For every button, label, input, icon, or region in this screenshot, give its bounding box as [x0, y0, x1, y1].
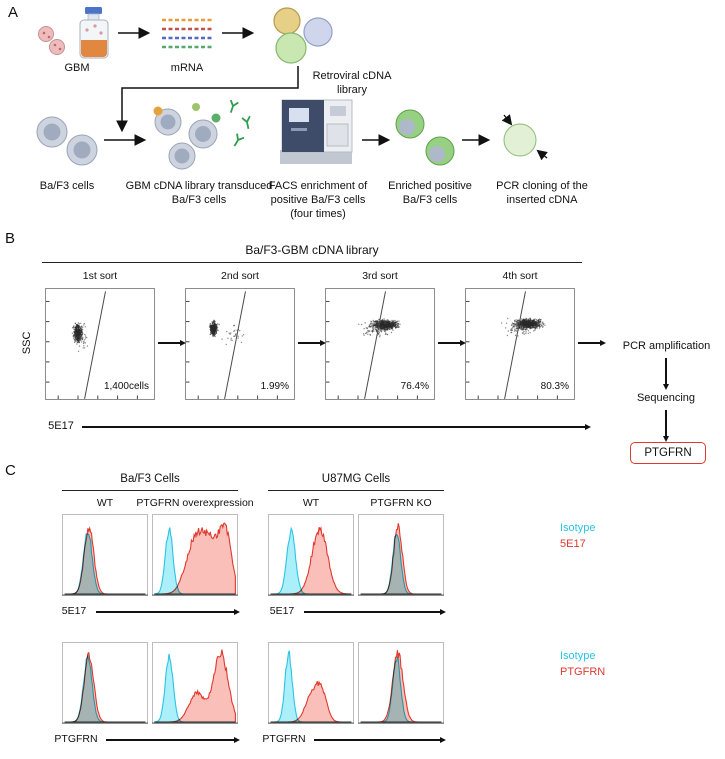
panel-b-title: Ba/F3-GBM cDNA library: [245, 243, 379, 257]
arrow-pcr-to-sequencing: [665, 358, 667, 384]
sort-label-2: 2nd sort: [221, 270, 259, 282]
pcr-cloning-label: PCR cloning of the inserted cDNA: [496, 180, 588, 206]
panel-b-x-axis-label: 5E17: [48, 420, 74, 432]
histogram-baf3-wt-ptgfrn: [62, 642, 148, 724]
pcr-amplification-label: PCR amplification: [622, 340, 711, 352]
gbm-label: GBM: [64, 62, 90, 74]
transduced-cells-label: GBM cDNA library transduced Ba/F3 cells: [125, 180, 273, 206]
flow-plot-3rd-sort: 76.4%: [325, 288, 435, 400]
group-u87mg-rule: [268, 490, 444, 492]
histogram-baf3-oe-ptgfrn: [152, 642, 238, 724]
svg-text:1,400cells: 1,400cells: [104, 381, 149, 392]
retroviral-library-label: Retroviral cDNA library: [312, 70, 392, 96]
panel-b-x-axis-arrow: [82, 426, 585, 428]
enriched-cells-label: Enriched positive Ba/F3 cells: [388, 180, 472, 206]
panel-a-graphics: [36, 7, 548, 170]
retroviral-library-icon: [273, 7, 333, 64]
histogram-baf3-wt-5e17: [62, 514, 148, 596]
legend-bottom-stain: PTGFRN: [560, 666, 606, 678]
group-u87mg-header: U87MG Cells: [321, 473, 391, 485]
histogram-u87mg-ko-ptgfrn: [358, 642, 444, 724]
arrow-sort1-to-sort2: [158, 342, 180, 344]
enriched-cells-icon: [395, 109, 455, 166]
mrna-label: mRNA: [170, 62, 204, 74]
pcr-cloning-icon: [501, 114, 548, 161]
group-baf3-header: Ba/F3 Cells: [120, 473, 180, 485]
baf3-cells-label: Ba/F3 cells: [39, 180, 95, 192]
arrow-sort4-to-pcr: [578, 342, 600, 344]
col-baf3-wt: WT: [96, 497, 114, 509]
ptgfrn-result-box: PTGFRN: [630, 442, 706, 464]
ssc-axis-label: SSC: [21, 331, 34, 355]
mrna-icon: [162, 18, 212, 49]
x-axis-arrow-ptgfrn-baf3: [106, 739, 234, 741]
svg-text:80.3%: 80.3%: [541, 381, 569, 392]
panel-b-label: B: [5, 230, 16, 247]
flow-plot-2nd-sort: 1.99%: [185, 288, 295, 400]
col-u87mg-ko: PTGFRN KO: [370, 497, 432, 509]
x-axis-5e17-baf3: 5E17: [61, 605, 87, 617]
connector-library-to-transduction: [116, 66, 299, 133]
flow-plot-4th-sort: 80.3%: [465, 288, 575, 400]
svg-text:1.99%: 1.99%: [261, 381, 289, 392]
histogram-u87mg-ko-5e17: [358, 514, 444, 596]
x-axis-5e17-u87mg: 5E17: [269, 605, 295, 617]
transduced-cells-icon: [153, 99, 251, 170]
baf3-cells-icon: [36, 116, 98, 166]
x-axis-arrow-5e17-u87mg: [304, 611, 440, 613]
sequencing-label: Sequencing: [636, 392, 696, 404]
histogram-u87mg-wt-ptgfrn: [268, 642, 354, 724]
svg-text:76.4%: 76.4%: [401, 381, 429, 392]
legend-bottom-isotype: Isotype: [560, 650, 596, 662]
arrow-sequencing-to-result: [665, 410, 667, 436]
sort-label-4: 4th sort: [502, 270, 538, 282]
flow-plot-1st-sort: 1,400cells: [45, 288, 155, 400]
x-axis-ptgfrn-baf3: PTGFRN: [54, 733, 98, 745]
legend-top-stain: 5E17: [560, 538, 586, 550]
gbm-cells-icon: [38, 26, 65, 55]
x-axis-ptgfrn-u87mg: PTGFRN: [262, 733, 306, 745]
panel-c-label: C: [5, 462, 16, 479]
legend-top-isotype: Isotype: [560, 522, 596, 534]
group-baf3-rule: [62, 490, 238, 492]
panel-b-title-rule: [42, 262, 582, 264]
facs-machine-icon: [280, 99, 353, 164]
x-axis-arrow-5e17-baf3: [96, 611, 234, 613]
facs-enrichment-label: FACS enrichment of positive Ba/F3 cells …: [268, 180, 368, 220]
arrow-sort3-to-sort4: [438, 342, 460, 344]
arrow-sort2-to-sort3: [298, 342, 320, 344]
culture-bottle-icon: [79, 7, 109, 59]
histogram-baf3-oe-5e17: [152, 514, 238, 596]
col-u87mg-wt: WT: [302, 497, 320, 509]
sort-label-1: 1st sort: [82, 270, 118, 282]
x-axis-arrow-ptgfrn-u87mg: [314, 739, 440, 741]
panel-a-label: A: [8, 4, 19, 21]
col-baf3-overexpression: PTGFRN overexpression: [136, 497, 254, 509]
histogram-u87mg-wt-5e17: [268, 514, 354, 596]
sort-label-3: 3rd sort: [362, 270, 398, 282]
